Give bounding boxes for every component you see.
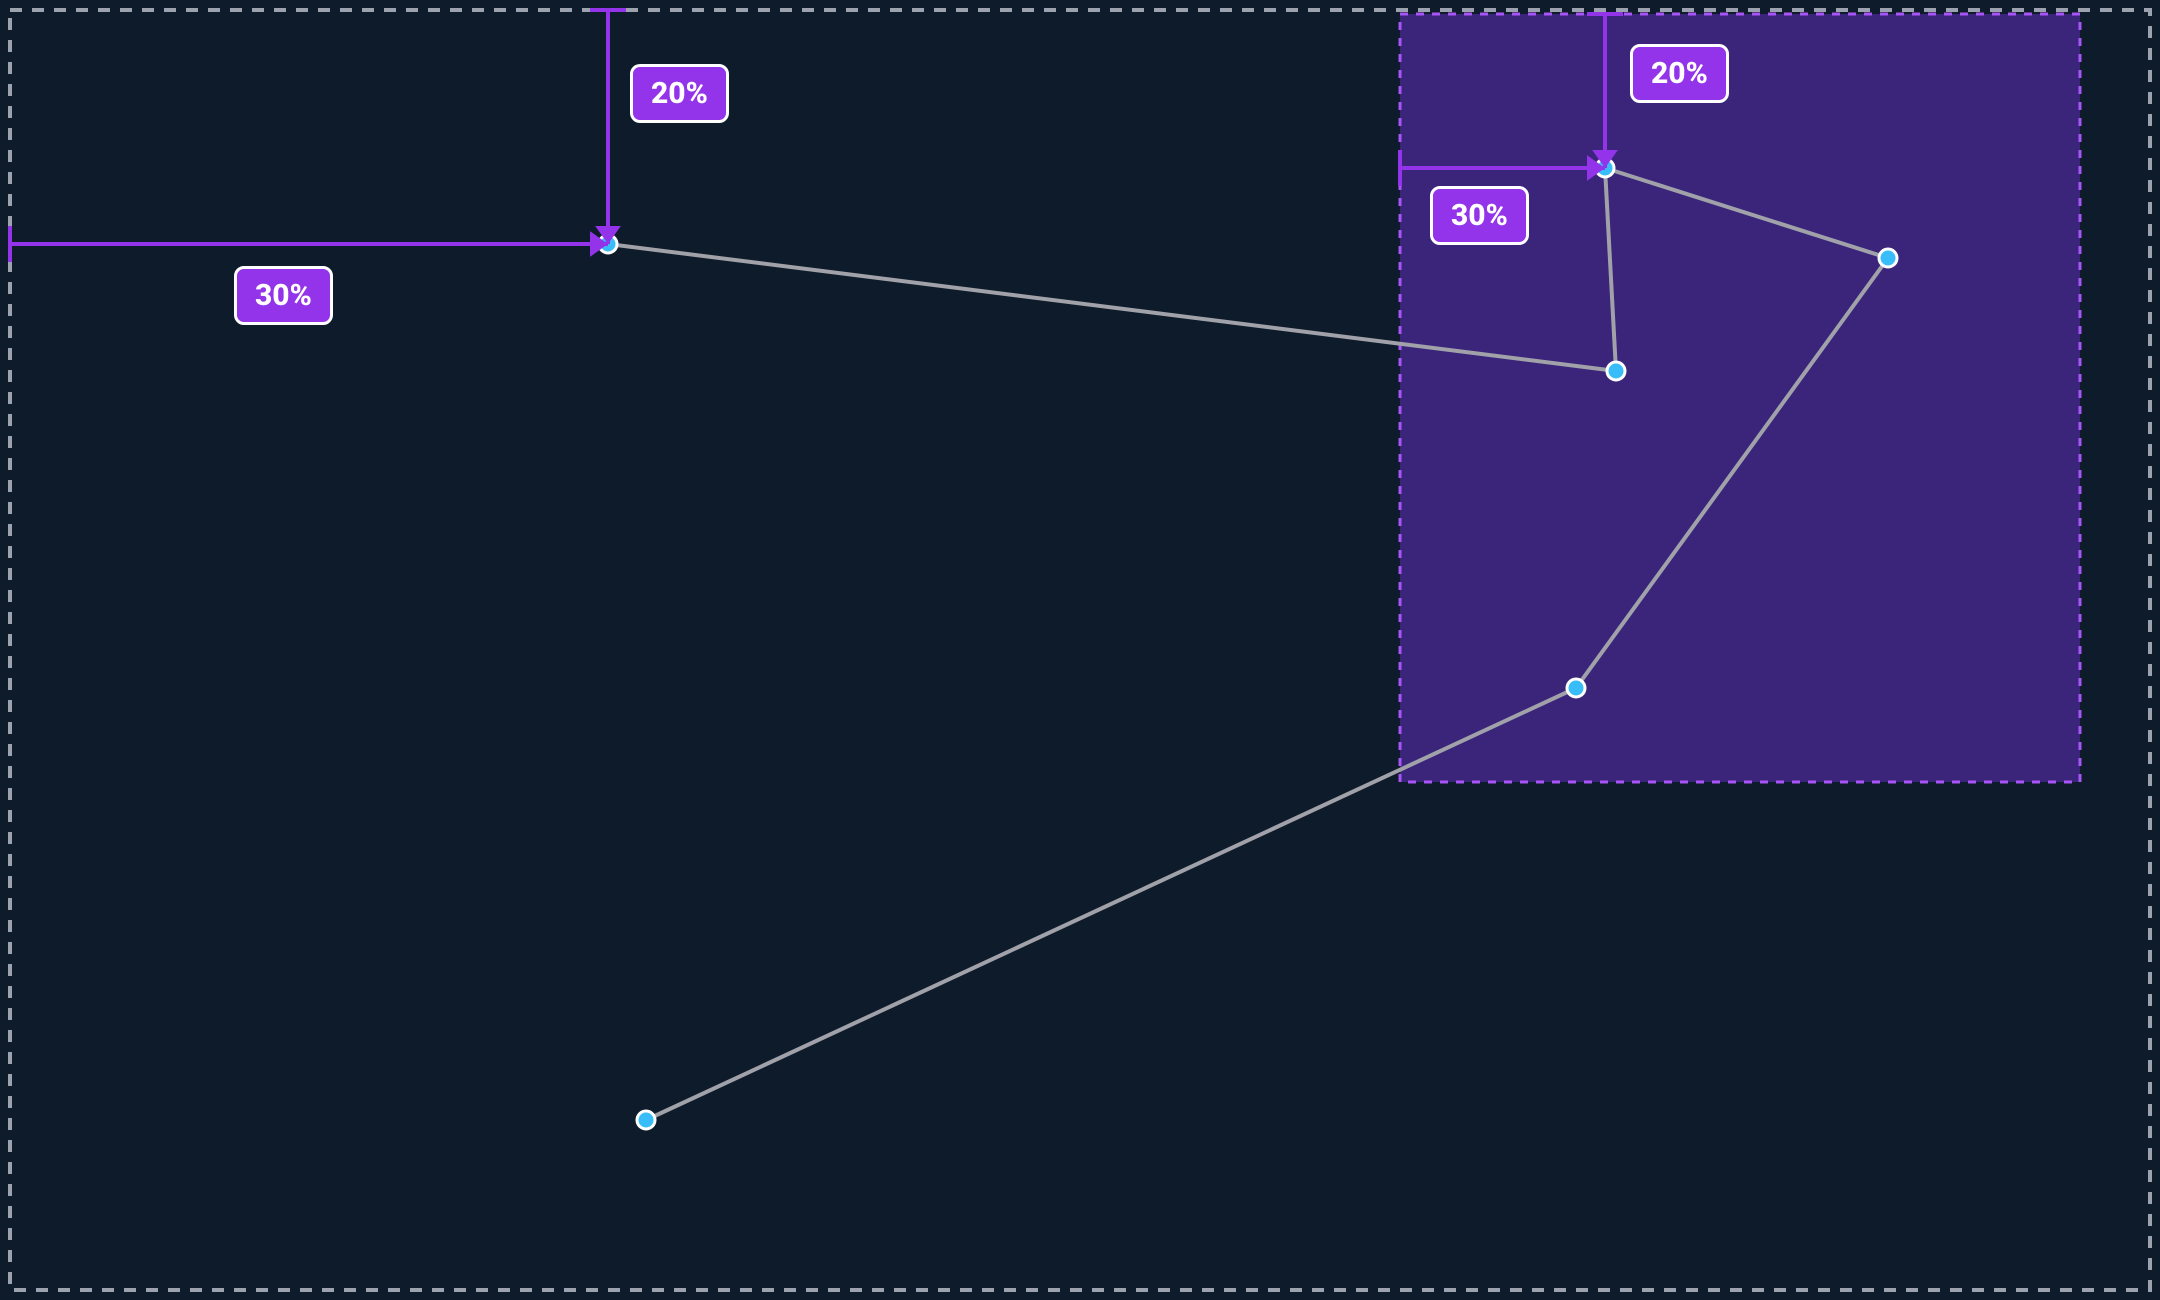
measure-label-inner-top: 20% (1630, 44, 1729, 103)
measure-label-inner-left: 30% (1430, 186, 1529, 245)
path-node-4 (1567, 679, 1585, 697)
path-node-1 (1607, 362, 1625, 380)
diagram-svg (0, 0, 2160, 1300)
measure-arrow-outer-top (590, 10, 626, 244)
inner-viewport-box (1400, 14, 2080, 782)
measure-label-outer-top: 20% (630, 64, 729, 123)
measure-label-outer-left: 30% (234, 266, 333, 325)
path-node-3 (1879, 249, 1897, 267)
diagram-stage: 20% 30% 20% 30% (0, 0, 2160, 1300)
measure-arrow-outer-left (10, 226, 608, 262)
path-node-5 (637, 1111, 655, 1129)
